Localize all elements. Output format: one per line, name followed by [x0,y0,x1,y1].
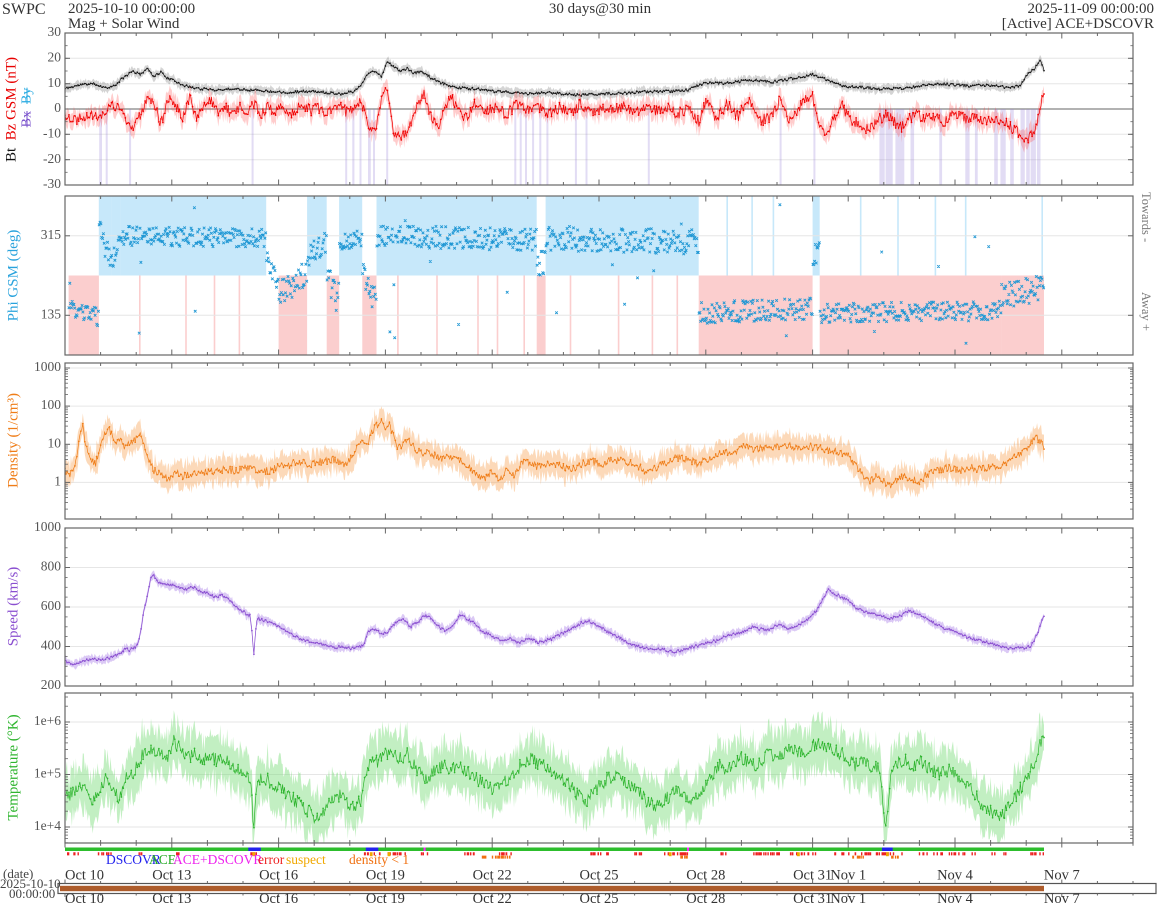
towards-label: Towards - [1139,192,1153,243]
legend-density-lt1: density < 1 [349,852,410,867]
svg-text:20: 20 [48,49,62,64]
svg-text:Oct 19: Oct 19 [366,868,405,884]
window-start-time: 2025-10-10 00:00:00 [68,1,196,17]
svg-text:400: 400 [41,638,62,653]
svg-text:Oct 19: Oct 19 [366,891,405,905]
legend-ace: ACE [149,852,176,867]
svg-text:Oct 13: Oct 13 [152,891,191,905]
svg-text:Nov 1: Nov 1 [830,868,866,884]
svg-text:Oct 22: Oct 22 [473,891,512,905]
source-status: [Active] ACE+DSCOVR [1001,16,1154,32]
bt-axis-label: Bt [3,147,20,163]
bx-axis-label[interactable]: Bx [19,111,35,128]
svg-text:Oct 16: Oct 16 [259,868,298,884]
phi-axis-title: Phi GSM (deg) [5,229,22,322]
svg-text:200: 200 [41,677,62,692]
svg-text:800: 800 [41,559,62,574]
away-label: Away + [1139,292,1153,331]
svg-text:Oct 25: Oct 25 [579,891,618,905]
cadence-label: 30 days@30 min [548,1,652,17]
app-title: SWPC [2,1,46,18]
svg-text:Nov 7: Nov 7 [1044,891,1080,905]
svg-text:135: 135 [41,306,62,321]
svg-text:100: 100 [41,397,62,412]
svg-text:1e+6: 1e+6 [34,713,61,728]
svg-text:1: 1 [54,473,61,488]
svg-text:0: 0 [54,100,61,115]
by-axis-label[interactable]: By [19,87,35,104]
svg-text:315: 315 [41,227,62,242]
legend-error: error [258,852,285,867]
svg-text:1e+5: 1e+5 [34,766,61,781]
timeline-time-value: 00:00:00 [9,886,56,901]
svg-text:-30: -30 [43,176,61,191]
window-end-time: 2025-11-09 00:00:00 [1027,1,1154,17]
legend-suspect: suspect [286,852,326,867]
svg-text:Oct 31: Oct 31 [793,868,832,884]
svg-text:Oct 25: Oct 25 [579,868,618,884]
svg-text:30: 30 [48,24,62,39]
timeline-scrollbar[interactable] [58,882,1157,895]
date-axis-caption: (date) [3,866,34,881]
speed-axis-title: Speed (km/s) [5,566,22,647]
svg-text:Oct 10: Oct 10 [65,868,104,884]
svg-text:Oct 10: Oct 10 [65,891,104,905]
svg-text:10: 10 [48,75,62,90]
svg-text:-10: -10 [43,125,61,140]
bz-axis-label: Bz GSM (nT) [3,57,20,141]
svg-text:Oct 16: Oct 16 [259,891,298,905]
svg-text:Nov 4: Nov 4 [937,891,974,905]
temperature-axis-title: Temperature (°K) [5,714,22,821]
svg-text:-20: -20 [43,151,61,166]
svg-text:Oct 28: Oct 28 [686,868,725,884]
mag-axis-title: Bt Bz GSM (nT) [3,30,20,190]
legend-dscovr: DSCOVR [106,852,161,867]
svg-text:Oct 13: Oct 13 [152,868,191,884]
svg-text:Nov 7: Nov 7 [1044,868,1080,884]
svg-text:Nov 4: Nov 4 [937,868,974,884]
mag-disabled-components: Bx By [20,70,35,146]
svg-text:1000: 1000 [34,519,61,534]
density-axis-title: Density (1/cm³) [5,393,22,488]
svg-text:600: 600 [41,598,62,613]
svg-text:Oct 28: Oct 28 [686,891,725,905]
legend-ace-dscovr: ACE+DSCOVR [173,852,263,867]
svg-text:1000: 1000 [34,359,61,374]
svg-text:Oct 22: Oct 22 [473,868,512,884]
svg-text:10: 10 [48,435,62,450]
plot-subtitle: Mag + Solar Wind [68,16,180,32]
svg-text:1e+4: 1e+4 [34,818,61,833]
svg-text:Oct 31: Oct 31 [793,891,832,905]
svg-text:Nov 1: Nov 1 [830,891,866,905]
timeline-date-value: 2025-10-10 [0,876,61,891]
